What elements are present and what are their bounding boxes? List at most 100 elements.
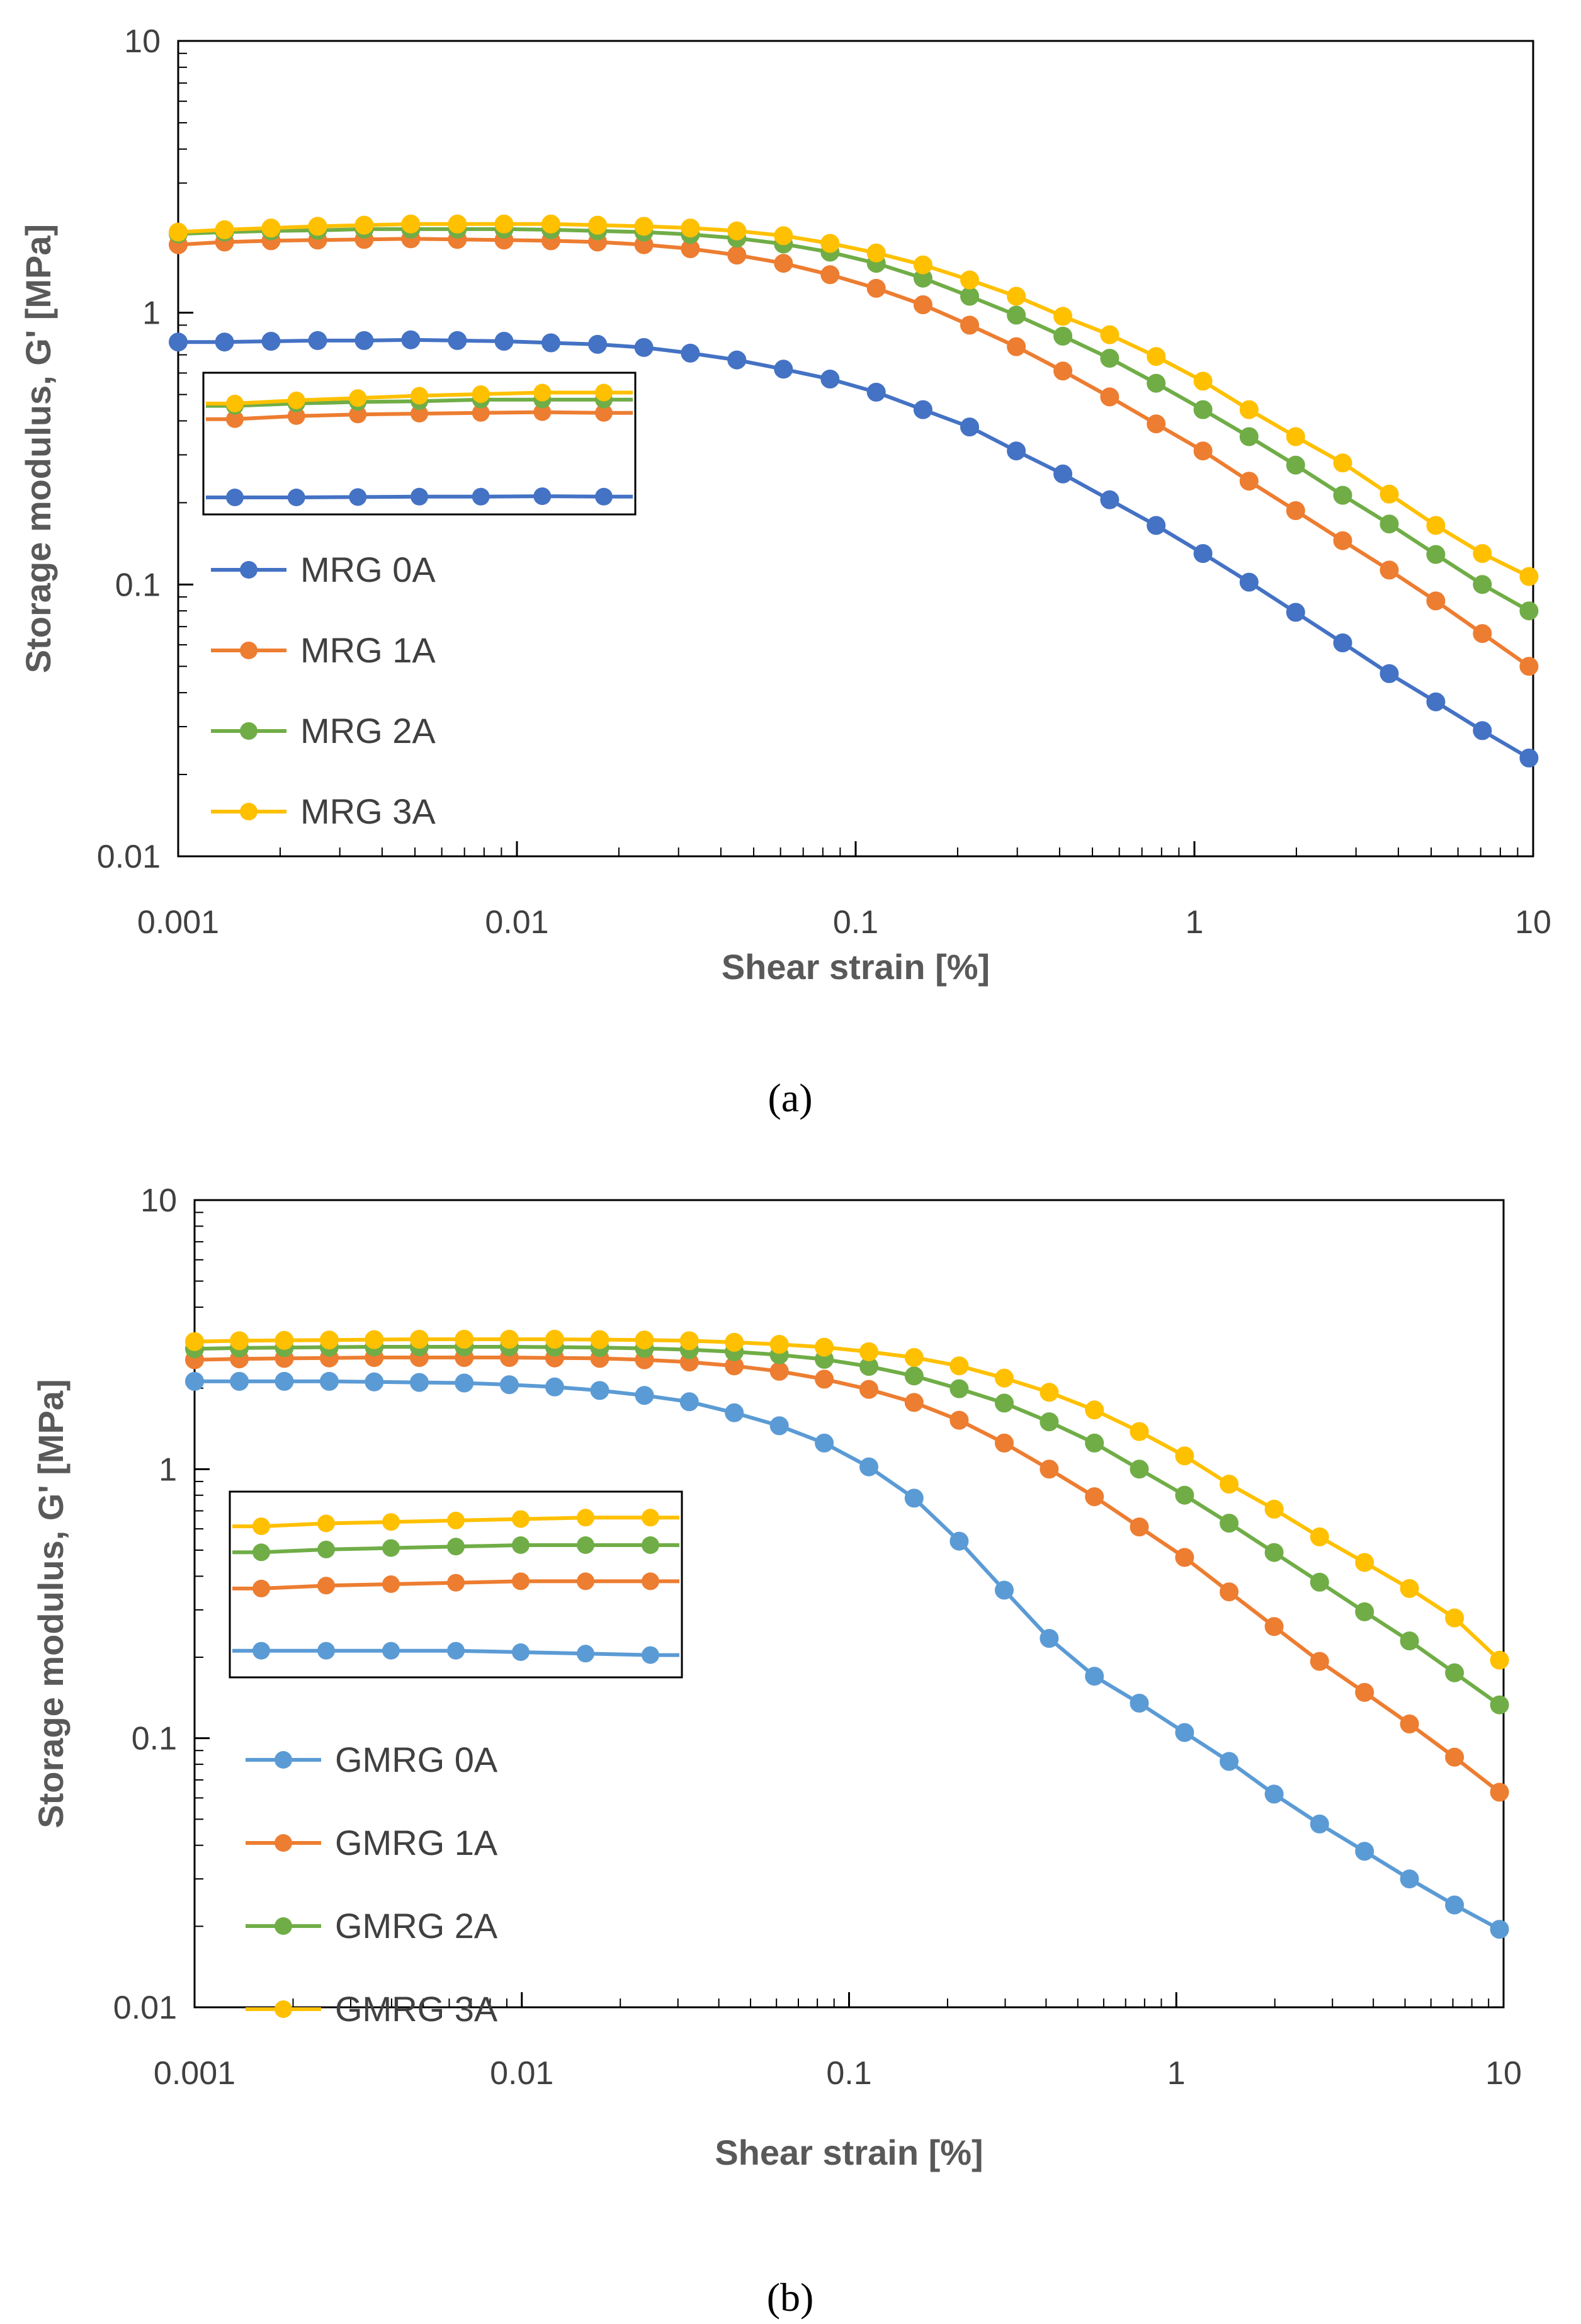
data-point bbox=[1007, 441, 1026, 461]
inset-data-point bbox=[642, 1536, 659, 1554]
data-point bbox=[1400, 1715, 1419, 1733]
x-tick-label: 0.001 bbox=[154, 2055, 235, 2092]
data-point bbox=[448, 214, 467, 234]
data-point bbox=[1426, 516, 1446, 535]
data-point bbox=[635, 1386, 654, 1405]
legend-swatch-marker bbox=[275, 1834, 292, 1852]
data-point bbox=[1519, 601, 1539, 621]
inset-data-point bbox=[512, 1572, 530, 1590]
legend-swatch-marker bbox=[240, 722, 258, 740]
data-point bbox=[904, 1393, 924, 1412]
data-point bbox=[1100, 490, 1119, 509]
data-point bbox=[1130, 1422, 1149, 1441]
data-point bbox=[590, 1330, 609, 1349]
panel-a-caption-text: (a) bbox=[768, 1075, 812, 1120]
data-point bbox=[1355, 1842, 1374, 1861]
data-point bbox=[1220, 1514, 1239, 1533]
data-point bbox=[1100, 387, 1119, 407]
data-point bbox=[1473, 721, 1492, 740]
data-point bbox=[1473, 544, 1492, 564]
inset-data-point bbox=[287, 489, 305, 506]
inset-data-point bbox=[317, 1577, 335, 1595]
data-point bbox=[1473, 575, 1492, 594]
data-point bbox=[409, 1330, 429, 1349]
data-point bbox=[960, 315, 979, 335]
data-point bbox=[1239, 472, 1259, 491]
legend-swatch-marker bbox=[275, 1917, 292, 1935]
data-point bbox=[365, 1330, 384, 1349]
data-point bbox=[1100, 349, 1119, 368]
data-point bbox=[769, 1416, 789, 1436]
data-point bbox=[995, 1433, 1014, 1453]
panel-b-caption-text: (b) bbox=[767, 2275, 814, 2320]
inset-data-point bbox=[642, 1646, 659, 1664]
legend: MRG 0A MRG 1A MRG 2A MRG 3A bbox=[211, 550, 436, 831]
series-mrg-1a bbox=[169, 229, 1539, 676]
data-point bbox=[960, 286, 979, 306]
chart-panel-a: 0.001 0.01 0.1 1 10 0.01 0.1 1 10 Shear strain [%… bbox=[18, 23, 1551, 987]
inset-data-point bbox=[226, 489, 244, 506]
data-point bbox=[455, 1373, 474, 1393]
data-point bbox=[820, 265, 840, 285]
series-gmrg-0a bbox=[185, 1371, 1509, 1939]
data-point bbox=[769, 1335, 789, 1354]
data-point bbox=[995, 1580, 1014, 1600]
data-point bbox=[1040, 1629, 1059, 1648]
data-point bbox=[904, 1488, 924, 1508]
data-point bbox=[727, 221, 747, 241]
data-point bbox=[455, 1330, 474, 1349]
data-point bbox=[1239, 572, 1259, 592]
data-point bbox=[1007, 337, 1026, 356]
inset-data-point bbox=[317, 1641, 335, 1660]
data-point bbox=[634, 217, 654, 236]
data-point bbox=[1445, 1608, 1465, 1628]
data-point bbox=[588, 334, 608, 354]
series-gmrg-1a bbox=[185, 1348, 1509, 1802]
inset-data-point bbox=[533, 403, 552, 421]
chart-panel-b: 0.001 0.01 0.1 1 10 0.01 0.1 1 10 Shear strain [%… bbox=[31, 1182, 1522, 2172]
data-point bbox=[541, 214, 560, 234]
data-point bbox=[815, 1433, 834, 1453]
data-point bbox=[1193, 441, 1213, 461]
data-point bbox=[1007, 286, 1026, 306]
data-point bbox=[590, 1381, 609, 1400]
data-point bbox=[1264, 1499, 1284, 1519]
panel-b-caption: (b) bbox=[767, 2275, 814, 2320]
inset-data-point bbox=[642, 1572, 659, 1590]
inset-data-point bbox=[252, 1579, 270, 1597]
y-tick-label: 0.01 bbox=[97, 839, 161, 875]
inset-data-point bbox=[512, 1643, 530, 1661]
inset-data-point bbox=[472, 385, 490, 403]
data-point bbox=[960, 270, 979, 290]
legend-swatch-marker bbox=[275, 2000, 292, 2018]
data-point bbox=[1175, 1485, 1194, 1505]
data-point bbox=[634, 337, 654, 357]
data-point bbox=[904, 1348, 924, 1367]
x-tick-label: 0.01 bbox=[485, 904, 548, 941]
data-point bbox=[319, 1330, 339, 1350]
data-point bbox=[448, 331, 467, 350]
data-point bbox=[769, 1361, 789, 1381]
data-point bbox=[1264, 1784, 1284, 1804]
x-tick-label: 0.001 bbox=[137, 904, 219, 941]
data-point bbox=[995, 1368, 1014, 1388]
data-point bbox=[1445, 1895, 1465, 1915]
data-point bbox=[215, 220, 234, 239]
data-point bbox=[169, 332, 188, 352]
data-point bbox=[1426, 591, 1446, 611]
data-point bbox=[1100, 325, 1119, 344]
data-point bbox=[913, 295, 932, 314]
inset-zoom bbox=[202, 371, 637, 516]
data-point bbox=[1286, 603, 1305, 622]
series-mrg-3a bbox=[169, 214, 1539, 586]
x-tick-label: 1 bbox=[1186, 904, 1204, 941]
data-point bbox=[1239, 427, 1259, 446]
data-point bbox=[1355, 1553, 1374, 1572]
data-point bbox=[1310, 1814, 1329, 1834]
data-point bbox=[1175, 1446, 1194, 1466]
data-point bbox=[1286, 427, 1305, 446]
legend-label: GMRG 3A bbox=[335, 1989, 498, 2029]
inset-data-point bbox=[577, 1509, 594, 1527]
data-point bbox=[1519, 748, 1539, 768]
